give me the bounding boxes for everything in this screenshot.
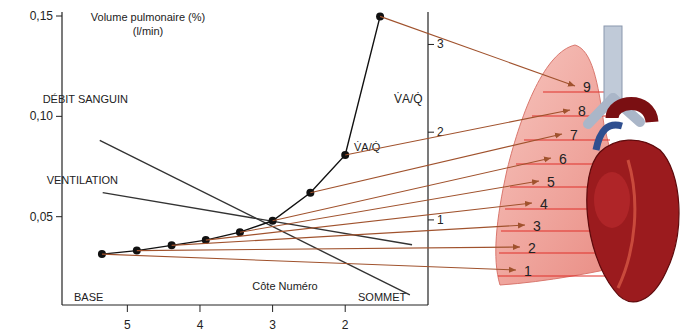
aorta (612, 104, 652, 123)
series-label: V̇A/Q̇ (354, 141, 381, 153)
series-label: DÉBIT SANGUIN (43, 93, 128, 105)
chart: 0,05 0,10 0,15 1 2 3 5 4 3 2 Volume pulmonaire (%)… (0, 0, 689, 336)
y-tick (56, 116, 62, 117)
heart (587, 140, 679, 302)
zone-number: 3 (533, 218, 541, 234)
y2-tick (428, 44, 434, 45)
y-tick-label: 0,05 (30, 210, 54, 224)
vena-cava (596, 125, 622, 150)
connector (172, 225, 525, 245)
y-tick-label: 0,10 (30, 109, 54, 123)
x-tick (345, 305, 346, 312)
series-label: VENTILATION (47, 174, 118, 186)
connector (273, 158, 551, 221)
y2-tick-label: 1 (437, 213, 444, 227)
annotation: BASE (74, 291, 103, 303)
x-tick (272, 305, 273, 312)
y2-tick-label: 3 (437, 37, 444, 51)
zone-number: 9 (583, 79, 591, 95)
x-axis-label: Côte Numéro (252, 280, 317, 292)
connectors (102, 16, 575, 270)
y-axis-unit: (l/min) (133, 25, 164, 37)
heart-chamber (594, 172, 630, 228)
x-tick-label: 5 (124, 318, 131, 332)
zone-number: 2 (528, 240, 536, 256)
trachea (604, 26, 622, 102)
connector (345, 110, 570, 155)
axes: 0,05 0,10 0,15 1 2 3 5 4 3 2 (30, 9, 444, 332)
x-tick-label: 3 (269, 318, 276, 332)
connector (137, 247, 520, 251)
y-axis-label: Volume pulmonaire (%) (91, 11, 205, 23)
x-tick-label: 2 (342, 318, 349, 332)
zone-number: 1 (524, 263, 532, 279)
x-tick (199, 305, 200, 312)
plot-area (98, 12, 412, 295)
connector (206, 203, 532, 240)
y2-axis-line (427, 12, 428, 305)
zone-number: 5 (547, 174, 555, 190)
zone-divider (543, 91, 610, 92)
series-line (103, 193, 412, 245)
zone-divider (498, 275, 610, 276)
x-axis-line (62, 305, 428, 306)
connector (240, 181, 539, 232)
y2-tick-label: 2 (437, 125, 444, 139)
zone-number: 6 (559, 151, 567, 167)
zone-number: 7 (570, 127, 578, 143)
connector (310, 134, 562, 193)
y-tick-label: 0,15 (30, 9, 54, 23)
y2-axis-label: V̇A/Q̇ (394, 92, 423, 106)
zone-divider (499, 252, 610, 253)
y2-tick (428, 219, 434, 220)
y-tick (56, 216, 62, 217)
connector (102, 254, 516, 270)
annotation: SOMMET (358, 291, 407, 303)
y-axis-line (61, 12, 62, 305)
x-tick-label: 4 (197, 318, 204, 332)
zone-number: 4 (540, 196, 548, 212)
y-tick (56, 16, 62, 17)
y2-tick (428, 132, 434, 133)
zone-number: 8 (578, 103, 586, 119)
series-line (102, 16, 380, 254)
connector (380, 16, 575, 86)
x-tick (127, 305, 128, 312)
